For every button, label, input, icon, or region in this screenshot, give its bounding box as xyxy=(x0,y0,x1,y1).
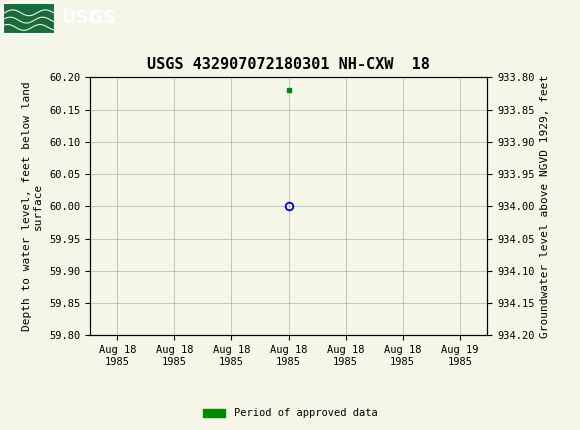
Title: USGS 432907072180301 NH-CXW  18: USGS 432907072180301 NH-CXW 18 xyxy=(147,57,430,72)
Y-axis label: Depth to water level, feet below land
surface: Depth to water level, feet below land su… xyxy=(22,82,44,331)
Legend: Period of approved data: Period of approved data xyxy=(198,404,382,423)
Y-axis label: Groundwater level above NGVD 1929, feet: Groundwater level above NGVD 1929, feet xyxy=(540,75,550,338)
Text: USGS: USGS xyxy=(61,9,116,27)
FancyBboxPatch shape xyxy=(3,3,55,34)
